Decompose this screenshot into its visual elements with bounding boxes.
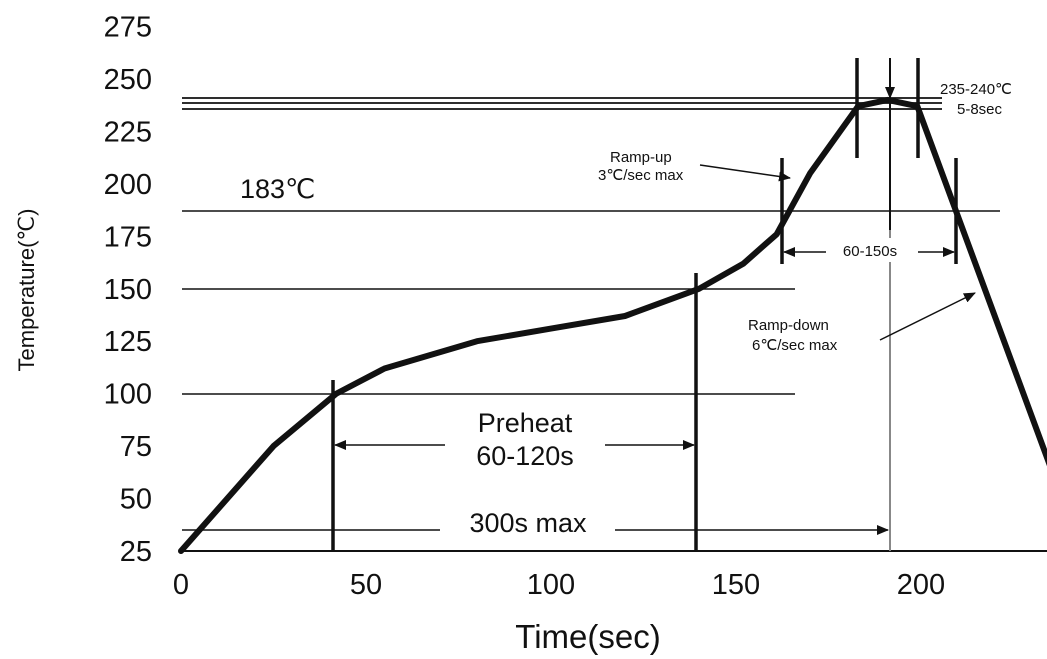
- x-tick-label: 0: [173, 569, 189, 601]
- peak-temp-label: 235-240℃: [940, 81, 1012, 98]
- y-tick-label: 50: [120, 484, 152, 516]
- preheat-label: Preheat: [478, 408, 573, 438]
- y-tick-label: 250: [104, 64, 152, 96]
- y-tick-labels: 25 50 75 100 125 150 175 200 225 250 275: [104, 12, 152, 569]
- x-tick-labels: 0 50 100 150 200: [173, 569, 945, 601]
- ramp-up-rate-label: 3℃/sec max: [598, 167, 684, 184]
- line-183-label: 183℃: [240, 174, 315, 204]
- y-tick-label: 100: [104, 379, 152, 411]
- y-axis-title: Temperature(℃): [14, 209, 39, 372]
- y-tick-label: 225: [104, 116, 152, 148]
- x-tick-label: 150: [712, 569, 760, 601]
- y-tick-label: 125: [104, 326, 152, 358]
- y-tick-label: 75: [120, 431, 152, 463]
- peak-time-label: 5-8sec: [957, 101, 1003, 118]
- ramp-up-arrow: [699, 164, 791, 182]
- x-axis-title: Time(sec): [515, 618, 660, 655]
- y-tick-label: 150: [104, 274, 152, 306]
- y-tick-label: 175: [104, 221, 152, 253]
- total-time-label: 300s max: [469, 508, 587, 538]
- x-tick-label: 200: [897, 569, 945, 601]
- ramp-down-arrow: [879, 292, 976, 341]
- temperature-profile-line: [178, 96, 1047, 554]
- ramp-down-label: Ramp-down: [748, 317, 829, 334]
- ramp-up-label: Ramp-up: [610, 149, 672, 166]
- x-tick-label: 50: [350, 569, 382, 601]
- ramp-down-rate-label: 6℃/sec max: [752, 337, 838, 354]
- preheat-range-label: 60-120s: [476, 441, 574, 471]
- y-tick-label: 200: [104, 169, 152, 201]
- y-tick-label: 275: [104, 12, 152, 44]
- y-tick-label: 25: [120, 536, 152, 568]
- liquidus-time-label: 60-150s: [843, 243, 897, 260]
- x-tick-label: 100: [527, 569, 575, 601]
